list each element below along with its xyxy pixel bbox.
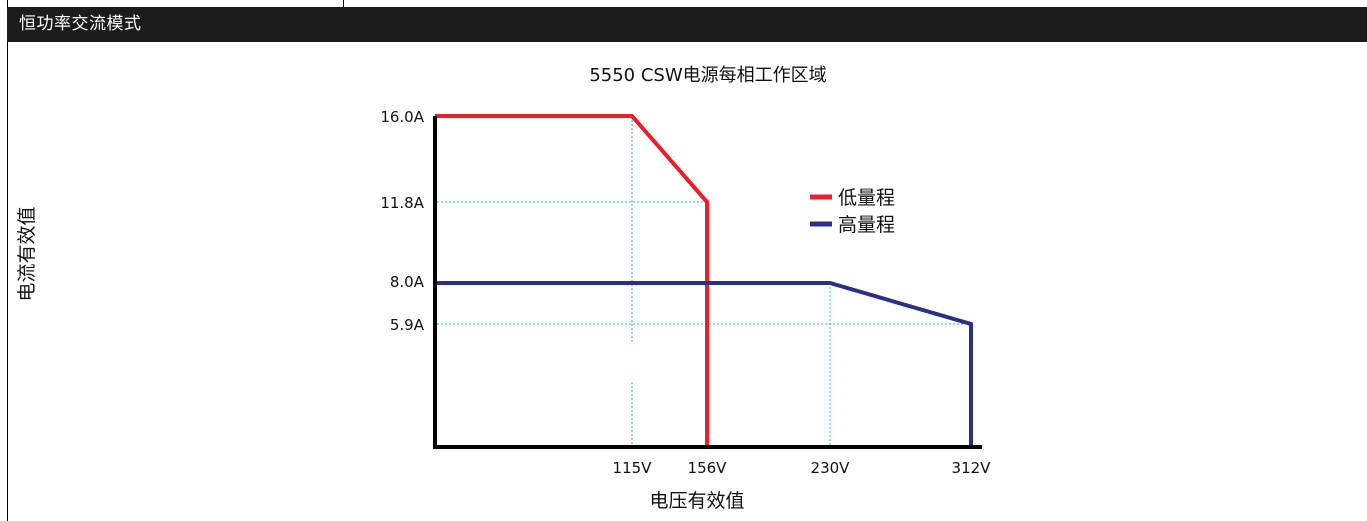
legend-label: 高量程 — [838, 214, 895, 236]
guide-lines — [437, 116, 971, 447]
x-tick-label: 312V — [952, 459, 992, 477]
chart-title: 5550 CSW电源每相工作区域 — [589, 65, 826, 86]
top-border-lines — [0, 0, 1367, 7]
legend: 低量程 高量程 — [810, 187, 895, 236]
y-tick-label: 5.9A — [390, 316, 425, 334]
series-line-0 — [435, 114, 709, 447]
legend-label: 低量程 — [838, 187, 895, 209]
x-tick-label: 156V — [688, 459, 728, 477]
y-axis-label: 电流有效值 — [16, 206, 38, 301]
y-tick-label: 8.0A — [390, 273, 425, 291]
divider — [343, 0, 344, 7]
mode-title: 恒功率交流模式 — [19, 14, 142, 34]
mode-header: 恒功率交流模式 — [7, 7, 1367, 42]
y-tick-label: 11.8A — [380, 194, 424, 212]
y-tick-label: 16.0A — [380, 108, 424, 126]
series-line-1 — [435, 281, 973, 447]
divider — [7, 0, 8, 7]
x-axis-label: 电压有效值 — [649, 490, 744, 512]
x-tick-label: 230V — [811, 459, 851, 477]
x-tick-label: 115V — [613, 459, 653, 477]
series-lines — [435, 114, 973, 447]
